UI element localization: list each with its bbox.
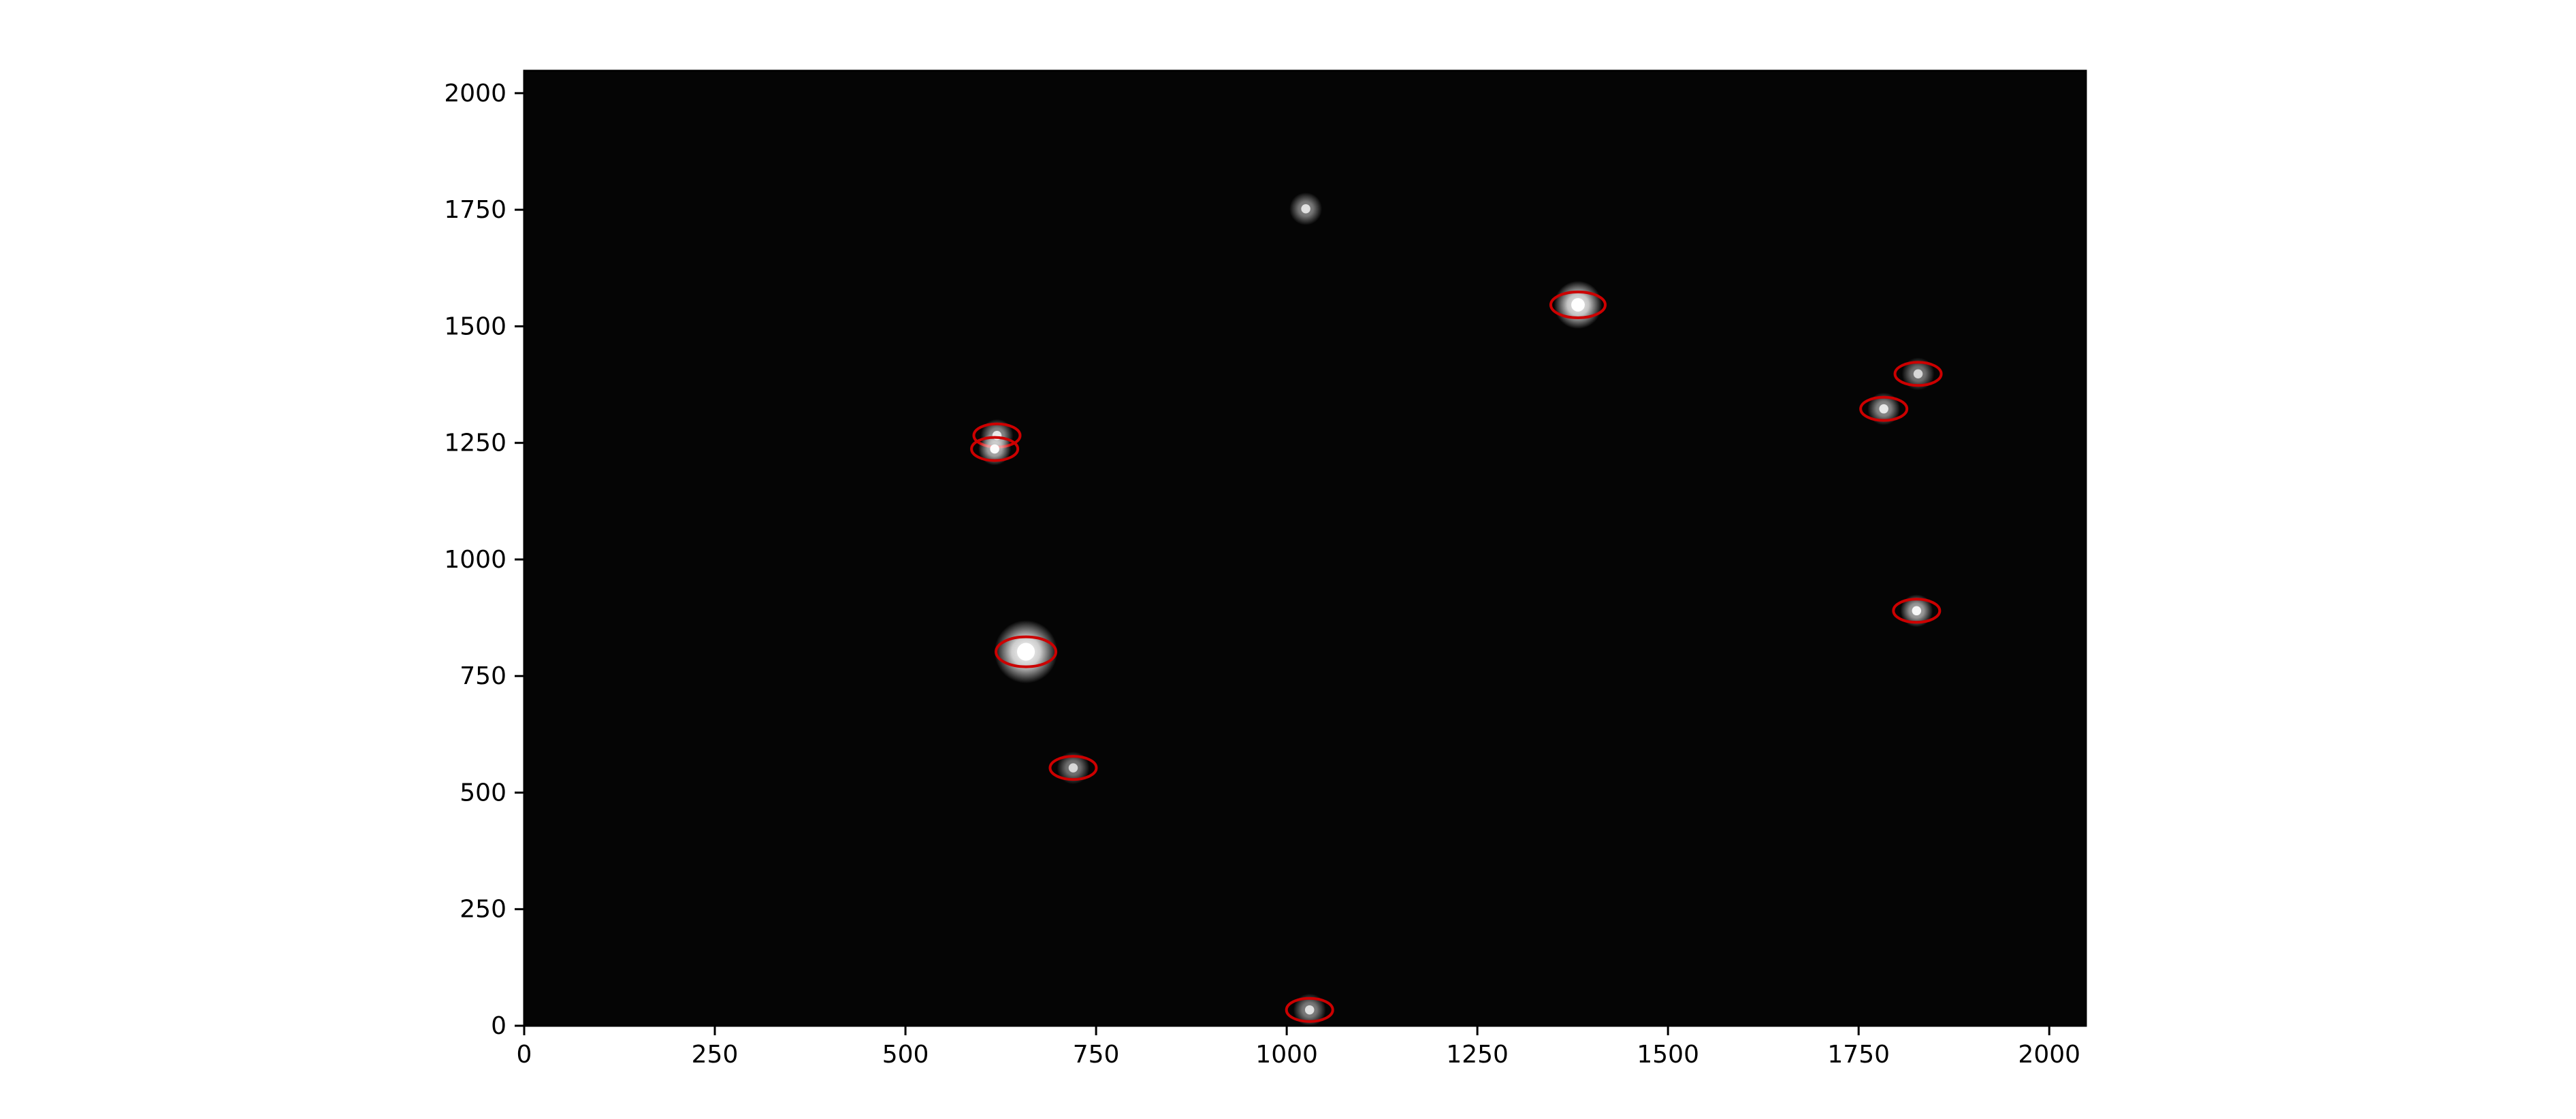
x-tick-label-1250: 1250 [1446, 1041, 1509, 1069]
detection-circle-5 [1285, 996, 1334, 1023]
image-plot-area [524, 71, 2086, 1026]
detection-circle-8 [1892, 598, 1942, 624]
plot-frame [523, 69, 2087, 1027]
detection-circle-4 [1048, 755, 1098, 781]
x-axis: 0 250 500 750 1000 1250 1500 1750 2000 [517, 1026, 2080, 1069]
y-tick-label-750: 750 [460, 662, 506, 690]
y-tick-label-1500: 1500 [444, 312, 506, 340]
y-tick-label-1750: 1750 [444, 196, 506, 224]
detection-circle-6 [1859, 395, 1909, 422]
detected-source-7 [1913, 369, 1923, 379]
x-tick-label-0: 0 [517, 1041, 532, 1069]
detected-source-8 [1912, 606, 1922, 616]
detected-source-4 [1068, 763, 1078, 773]
y-tick-label-2000: 2000 [444, 80, 506, 108]
detected-source-6 [1879, 404, 1888, 414]
x-tick-label-750: 750 [1073, 1041, 1120, 1069]
detected-source-0 [1016, 643, 1035, 661]
detection-circle-1 [1549, 290, 1607, 319]
detected-source-1 [1571, 297, 1585, 312]
x-tick-label-1500: 1500 [1637, 1041, 1699, 1069]
x-tick-label-1750: 1750 [1827, 1041, 1890, 1069]
detected-source-5 [1304, 1005, 1315, 1015]
y-tick-label-1000: 1000 [444, 546, 506, 574]
y-tick-label-250: 250 [460, 896, 506, 924]
y-tick-label-1250: 1250 [444, 429, 506, 457]
detection-circle-3 [970, 436, 1020, 462]
y-tick-label-500: 500 [460, 779, 506, 807]
x-tick-label-1000: 1000 [1255, 1041, 1318, 1069]
x-tick-label-500: 500 [882, 1041, 929, 1069]
detection-circle-0 [995, 635, 1058, 668]
undetected-source-0 [1301, 204, 1310, 214]
plot-marks [970, 192, 1943, 1026]
y-tick-label-0: 0 [491, 1012, 506, 1040]
detection-circle-7 [1893, 361, 1943, 387]
detected-source-3 [990, 444, 999, 454]
y-axis: 0 250 500 750 1000 1250 1500 1750 2000 [444, 80, 524, 1040]
x-tick-label-2000: 2000 [2018, 1041, 2080, 1069]
x-tick-label-250: 250 [692, 1041, 739, 1069]
